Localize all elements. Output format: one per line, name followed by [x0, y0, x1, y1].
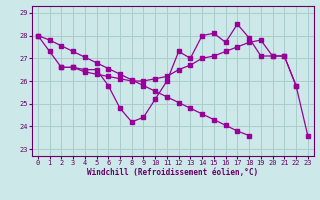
X-axis label: Windchill (Refroidissement éolien,°C): Windchill (Refroidissement éolien,°C)	[87, 168, 258, 177]
